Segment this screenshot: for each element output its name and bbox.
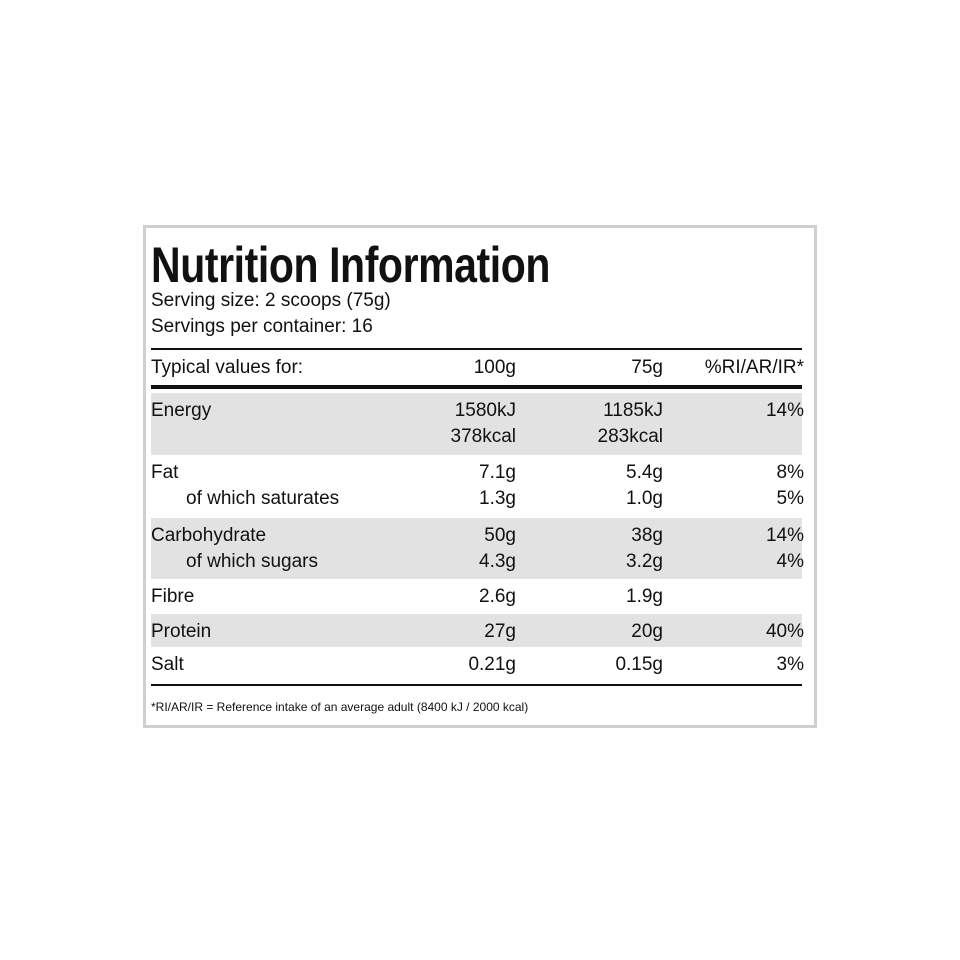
nutrition-panel: Nutrition Information Serving size: 2 sc… [143,225,817,728]
header-cell: 75g [631,357,663,378]
row-value: 1.3g [479,488,516,509]
row-value: 4.3g [479,551,516,572]
row-value: 2.6g [479,586,516,607]
row-value: 20g [631,621,663,642]
row-label: Salt [151,654,184,675]
serving-size: Serving size: 2 scoops (75g) [151,290,391,311]
header-cell: 100g [473,357,516,378]
row-shade [151,614,802,647]
row-value: 5% [776,488,804,509]
row-label: of which saturates [186,488,340,509]
header-cell: Typical values for: [151,357,304,378]
row-shade [151,518,802,579]
row-value: 5.4g [626,462,663,483]
rule [151,348,802,350]
row-value: 50g [484,525,516,546]
row-value: 1.0g [626,488,663,509]
row-label: Energy [151,400,212,421]
header-cell: %RI/AR/IR* [704,357,804,378]
row-value: 7.1g [479,462,516,483]
row-value: 4% [776,551,804,572]
row-value: 3% [776,654,804,675]
footnote: *RI/AR/IR = Reference intake of an avera… [151,700,529,714]
row-value: 1580kJ [454,400,516,421]
title: Nutrition Information [151,237,551,293]
row-value: 14% [765,400,804,421]
row-value: 14% [765,525,804,546]
row-label: Fat [151,462,179,483]
rule-thick [151,385,802,389]
row-value: 283kcal [597,426,664,447]
row-value: 1185kJ [603,400,663,421]
row-label: Carbohydrate [151,525,267,546]
row-value: 0.21g [468,654,516,675]
row-label: of which sugars [186,551,319,572]
row-value: 0.15g [615,654,663,675]
servings-per-container: Servings per container: 16 [151,316,373,337]
row-shade [151,393,802,455]
row-value: 27g [484,621,516,642]
row-label: Protein [151,621,212,642]
row-value: 8% [776,462,804,483]
row-value: 38g [631,525,663,546]
row-value: 1.9g [626,586,663,607]
row-label: Fibre [151,586,195,607]
row-value: 40% [765,621,804,642]
row-value: 378kcal [450,426,517,447]
rule [151,684,802,686]
row-value: 3.2g [626,551,663,572]
